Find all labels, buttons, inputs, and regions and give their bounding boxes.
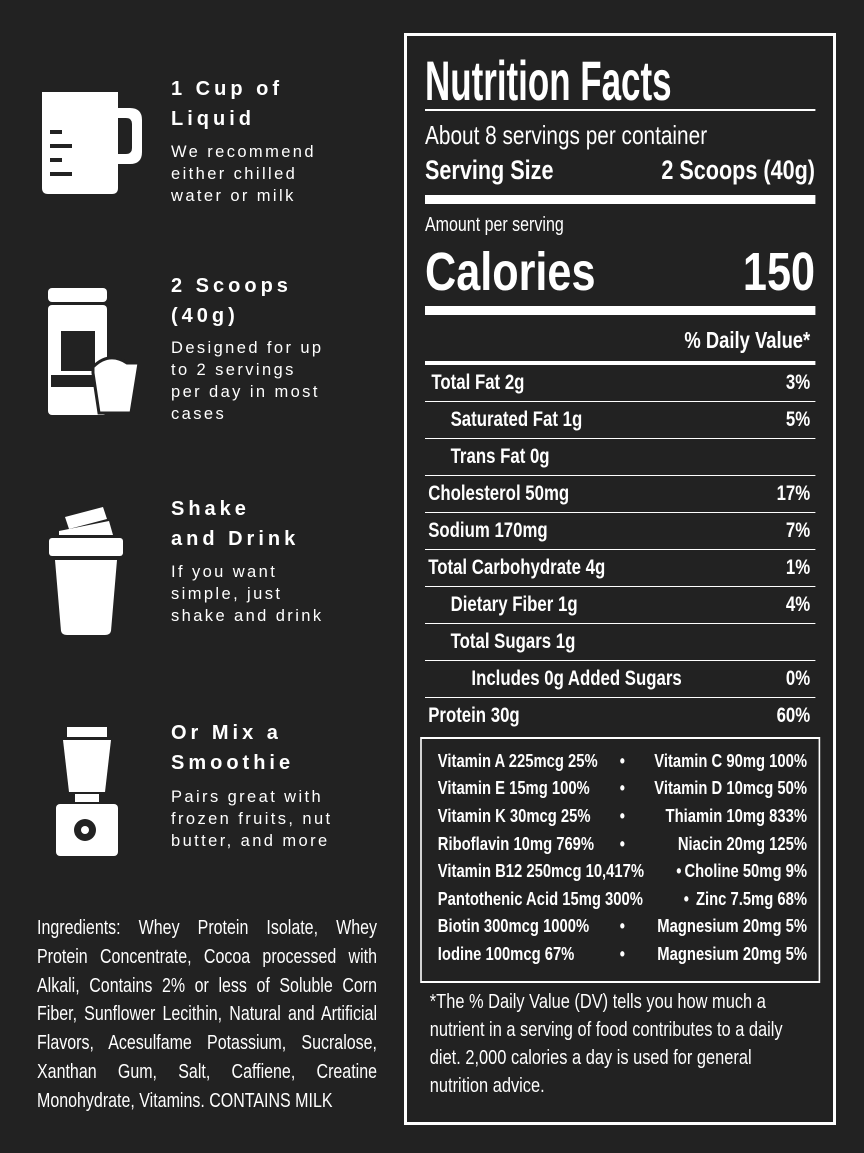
nutrient-name: Total Fat 2g — [431, 371, 525, 394]
vitamin-row: Vitamin B12 250mcg 10,417% • Choline 50mg … — [438, 857, 807, 885]
vitamin-left: Vitamin B12 250mcg 10,417% — [437, 860, 645, 882]
nutrient-dv: 0% — [785, 667, 811, 690]
nutrition-facts-panel: Nutrition Facts About 8 servings per con… — [420, 0, 820, 1153]
daily-value-footnote: *The % Daily Value (DV) tells you how mu… — [429, 990, 783, 1097]
vitamin-left: Vitamin A 225mcg 25% — [437, 749, 598, 771]
nutrient-dv: 4% — [785, 593, 811, 616]
nutrient-rows: Total Fat 2g 3% Saturated Fat 1g 5% Trans … — [425, 365, 815, 734]
nutrient-row: Saturated Fat 1g 5% — [425, 402, 815, 439]
nutrient-row: Sodium 170mg 7% — [425, 513, 815, 550]
vitamin-left: Biotin 300mcg 1000% — [437, 915, 590, 937]
vitamin-right: Vitamin C 90mg 100% — [654, 749, 807, 771]
bullet: • — [619, 749, 625, 771]
medium-divider — [425, 361, 815, 365]
bullet: • — [619, 942, 625, 964]
blender-icon — [56, 727, 118, 856]
nutrient-name: Includes 0g Added Sugars — [471, 667, 682, 690]
divider — [425, 109, 815, 111]
nutrient-row: Total Sugars 1g — [425, 624, 815, 661]
bullet: • — [619, 777, 625, 799]
vitamin-right: Vitamin D 10mcg 50% — [654, 777, 807, 799]
label-title: Nutrition Facts — [425, 49, 672, 112]
vitamin-row: Vitamin A 225mcg 25% • Vitamin C 90mg 100% — [438, 747, 807, 775]
nutrient-dv: 60% — [776, 704, 811, 727]
serving-size-label: Serving Size — [425, 155, 554, 185]
bullet: • — [683, 887, 689, 909]
step-description: We recommend either chilled water or milk — [171, 143, 316, 205]
vitamin-right: Magnesium 20mg 5% — [657, 915, 807, 937]
vitamin-left: Pantothenic Acid 15mg 300% — [437, 887, 643, 909]
shaker-bottle-icon — [49, 507, 123, 635]
vitamin-right: Magnesium 20mg 5% — [657, 942, 807, 964]
serving-size-row: Serving Size 2 Scoops (40g) — [425, 155, 815, 186]
nutrient-row: Total Carbohydrate 4g 1% — [425, 550, 815, 587]
protein-scoop-icon — [48, 288, 141, 415]
calories-label: Calories — [425, 242, 596, 302]
nutrient-row: Dietary Fiber 1g 4% — [425, 587, 815, 624]
nutrient-name: Total Sugars 1g — [450, 630, 576, 653]
measuring-cup-icon — [42, 92, 142, 194]
ingredients-text: Ingredients: Whey Protein Isolate, Whey … — [37, 917, 377, 1112]
nutrient-dv: 3% — [785, 371, 811, 394]
vitamin-right: Zinc 7.5mg 68% — [695, 887, 807, 909]
nutrient-name: Sodium 170mg — [428, 519, 548, 542]
nutrient-name: Protein 30g — [428, 704, 520, 727]
vitamin-row: Pantothenic Acid 15mg 300% • Zinc 7.5mg 68… — [438, 885, 807, 913]
vitamin-row: Vitamin E 15mg 100% • Vitamin D 10mcg 50% — [438, 775, 807, 803]
vitamin-right: Choline 50mg 9% — [684, 860, 807, 882]
vitamin-row: Riboflavin 10mg 769% • Niacin 20mg 125% — [438, 830, 807, 858]
vitamin-left: Vitamin E 15mg 100% — [437, 777, 590, 799]
nutrient-row: Protein 30g 60% — [425, 698, 815, 734]
step-title: Or Mix a Smoothie — [171, 722, 295, 774]
vitamins-box: Vitamin A 225mcg 25% • Vitamin C 90mg 100%… — [420, 737, 820, 983]
nutrition-facts-border — [404, 33, 836, 1125]
nutrient-name: Cholesterol 50mg — [428, 482, 570, 505]
nutrient-name: Trans Fat 0g — [450, 445, 550, 468]
step-description: Designed for up to 2 servings per day in m… — [171, 339, 324, 423]
thick-divider — [425, 306, 815, 315]
vitamin-row: Vitamin K 30mcg 25% • Thiamin 10mg 833% — [438, 802, 807, 830]
nutrient-row: Cholesterol 50mg 17% — [425, 476, 815, 513]
vitamin-row: Biotin 300mcg 1000% • Magnesium 20mg 5% — [438, 913, 807, 941]
thick-divider — [425, 195, 815, 204]
nutrient-dv: 5% — [785, 408, 811, 431]
step-title: Shake and Drink — [171, 498, 300, 550]
nutrient-dv: 7% — [785, 519, 811, 542]
bullet: • — [619, 915, 625, 937]
step-title: 2 Scoops (40g) — [171, 275, 292, 327]
bullet: • — [619, 804, 625, 826]
nutrient-row: Includes 0g Added Sugars 0% — [425, 661, 815, 698]
vitamin-left: Vitamin K 30mcg 25% — [437, 804, 591, 826]
step-description: If you want simple, just shake and drink — [171, 563, 324, 625]
nutrient-row: Trans Fat 0g — [425, 439, 815, 476]
bullet: • — [676, 860, 682, 882]
nutrient-dv: 1% — [785, 556, 811, 579]
amount-per-serving: Amount per serving — [425, 214, 564, 236]
vitamin-left: Riboflavin 10mg 769% — [437, 832, 595, 854]
servings-per-container: About 8 servings per container — [425, 120, 708, 150]
nutrient-name: Dietary Fiber 1g — [450, 593, 578, 616]
calories-value: 150 — [742, 242, 815, 302]
serving-size-value: 2 Scoops (40g) — [661, 155, 815, 185]
vitamin-right: Thiamin 10mg 833% — [665, 804, 807, 826]
calories-row: Calories 150 — [425, 240, 815, 304]
daily-value-header: % Daily Value* — [684, 327, 811, 353]
bullet: • — [619, 832, 625, 854]
nutrient-dv: 17% — [776, 482, 811, 505]
vitamin-left: Iodine 100mcg 67% — [437, 942, 575, 964]
vitamin-row: Iodine 100mcg 67% • Magnesium 20mg 5% — [438, 940, 807, 968]
nutrient-name: Total Carbohydrate 4g — [428, 556, 606, 579]
vitamin-right: Niacin 20mg 125% — [677, 832, 807, 854]
nutrient-name: Saturated Fat 1g — [450, 408, 583, 431]
step-description: Pairs great with frozen fruits, nut butter… — [171, 788, 333, 850]
nutrient-row: Total Fat 2g 3% — [425, 365, 815, 402]
step-title: 1 Cup of Liquid — [171, 78, 283, 130]
